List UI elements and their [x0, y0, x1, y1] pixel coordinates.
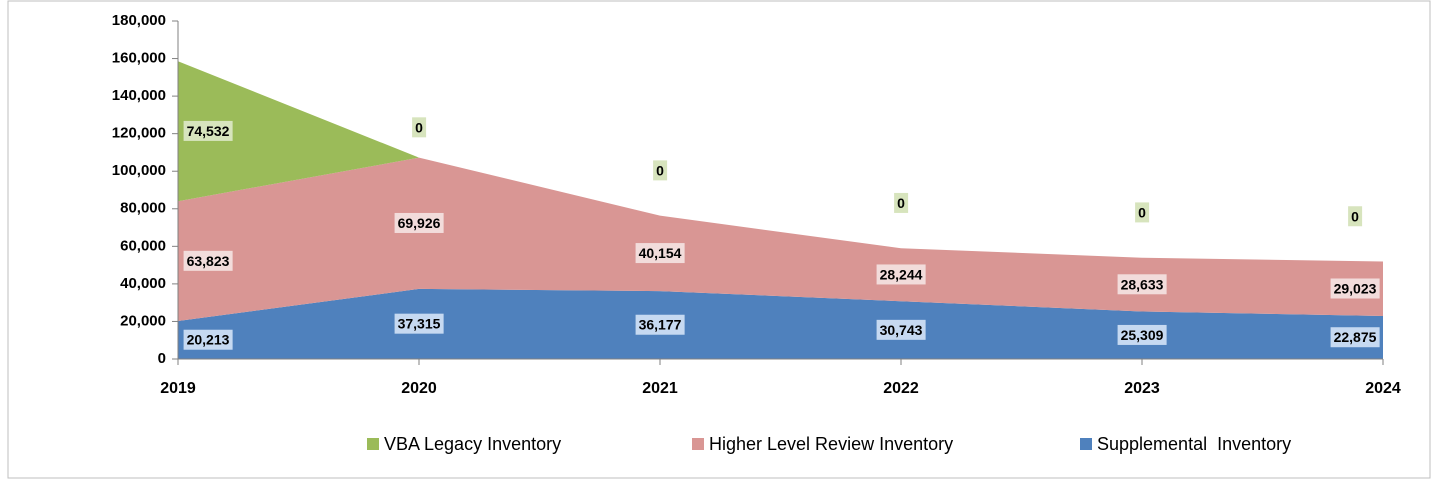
data-label-bg — [412, 117, 427, 138]
y-tick-label: 100,000 — [112, 162, 166, 179]
x-tick-label: 2023 — [1124, 380, 1160, 397]
data-label: 69,926 — [394, 212, 444, 233]
data-label-bg — [653, 160, 668, 181]
data-label: 40,154 — [635, 243, 685, 264]
data-label-bg — [1135, 202, 1150, 223]
data-label-bg — [183, 120, 233, 141]
legend-swatch — [1080, 438, 1092, 450]
data-label-text: 40,154 — [639, 245, 682, 261]
data-label: 29,023 — [1330, 278, 1380, 299]
x-tick-label: 2022 — [883, 380, 919, 397]
data-label-text: 36,177 — [639, 317, 682, 333]
data-label-bg — [394, 313, 444, 334]
data-label-bg — [1330, 278, 1380, 299]
data-label-text: 63,823 — [187, 253, 230, 269]
legend-swatch — [367, 438, 379, 450]
y-tick-label: 160,000 — [112, 50, 166, 67]
data-label-bg — [1348, 206, 1363, 227]
data-label-text: 69,926 — [398, 215, 441, 231]
data-label-bg — [183, 250, 233, 271]
data-label: 0 — [412, 117, 427, 138]
y-tick-label: 80,000 — [120, 200, 166, 217]
data-label-bg — [635, 243, 685, 264]
data-label-text: 30,743 — [880, 322, 923, 338]
y-tick-label: 60,000 — [120, 237, 166, 254]
data-label-text: 25,309 — [1121, 327, 1164, 343]
data-label-text: 28,244 — [880, 266, 923, 282]
data-label: 0 — [1135, 202, 1150, 223]
y-tick-label: 20,000 — [120, 312, 166, 329]
data-label-text: 37,315 — [398, 316, 441, 332]
data-label: 28,633 — [1117, 274, 1167, 295]
data-label: 28,244 — [876, 264, 926, 285]
data-label-text: 20,213 — [187, 332, 230, 348]
data-label-bg — [1117, 324, 1167, 345]
y-tick-label: 140,000 — [112, 87, 166, 104]
data-label: 22,875 — [1330, 327, 1380, 348]
data-label: 0 — [1348, 206, 1363, 227]
legend-label: Higher Level Review Inventory — [709, 434, 953, 454]
data-label-text: 0 — [1351, 208, 1359, 224]
data-label-text: 28,633 — [1121, 276, 1164, 292]
area — [178, 157, 1383, 322]
data-label-text: 0 — [897, 195, 905, 211]
data-label: 36,177 — [635, 314, 685, 335]
legend-label: VBA Legacy Inventory — [384, 434, 561, 454]
legend-swatch — [692, 438, 704, 450]
area — [178, 288, 1383, 359]
data-label-bg — [1117, 274, 1167, 295]
data-label: 74,532 — [183, 120, 233, 141]
data-label: 30,743 — [876, 319, 926, 340]
data-label-text: 0 — [656, 162, 664, 178]
data-label-bg — [394, 212, 444, 233]
data-label-text: 0 — [415, 119, 423, 135]
data-label: 0 — [894, 192, 909, 213]
y-tick-label: 120,000 — [112, 125, 166, 142]
x-tick-label: 2021 — [642, 380, 678, 397]
y-tick-label: 180,000 — [112, 12, 166, 29]
y-tick-label: 0 — [158, 350, 166, 367]
chart-frame — [7, 0, 1431, 479]
data-label-bg — [894, 192, 909, 213]
data-label-text: 74,532 — [187, 123, 230, 139]
data-label: 37,315 — [394, 313, 444, 334]
data-label-bg — [1330, 327, 1380, 348]
data-label-bg — [183, 329, 233, 350]
data-label-text: 0 — [1138, 204, 1146, 220]
data-label-bg — [876, 264, 926, 285]
legend-label: Supplemental Inventory — [1097, 434, 1291, 454]
data-label-bg — [635, 314, 685, 335]
data-label-text: 22,875 — [1334, 329, 1377, 345]
data-label: 20,213 — [183, 329, 233, 350]
data-label-bg — [876, 319, 926, 340]
data-label-text: 29,023 — [1334, 280, 1377, 296]
data-label: 25,309 — [1117, 324, 1167, 345]
data-label: 0 — [653, 160, 668, 181]
x-tick-label: 2024 — [1365, 380, 1401, 397]
x-tick-label: 2020 — [401, 380, 437, 397]
y-tick-label: 40,000 — [120, 275, 166, 292]
x-tick-label: 2019 — [160, 380, 196, 397]
data-label: 63,823 — [183, 250, 233, 271]
